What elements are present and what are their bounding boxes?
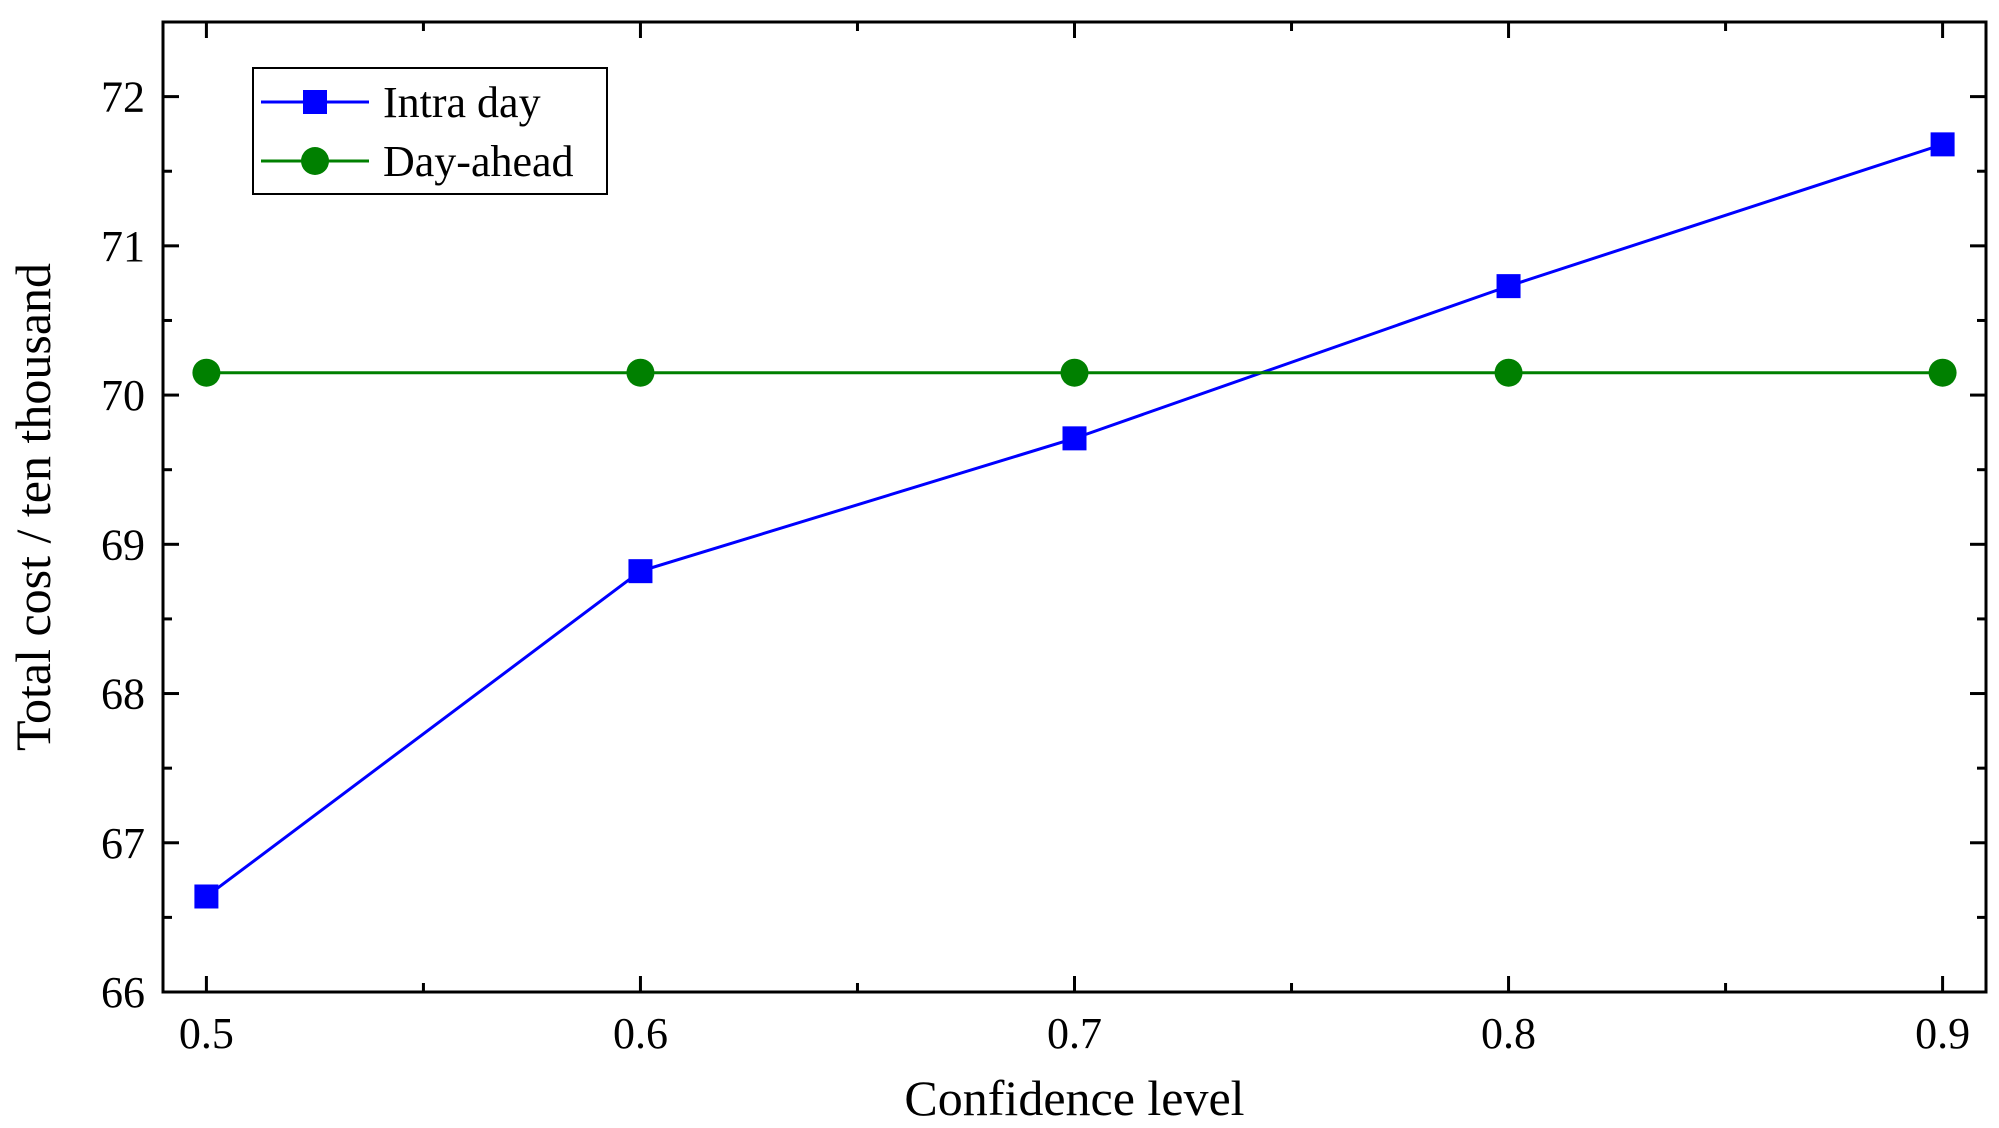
legend-label-intra-day: Intra day xyxy=(383,78,541,127)
data-point-intra-day xyxy=(628,559,653,584)
x-tick-label: 0.8 xyxy=(1481,1009,1536,1058)
x-tick-label: 0.6 xyxy=(613,1009,668,1058)
data-point-day-ahead xyxy=(1494,358,1523,387)
data-point-day-ahead xyxy=(1060,358,1089,387)
y-tick-label: 66 xyxy=(101,968,145,1017)
legend-entry-intra-day: Intra day xyxy=(261,78,541,127)
data-point-intra-day xyxy=(1930,132,1955,157)
data-point-intra-day xyxy=(194,884,219,909)
data-point-intra-day xyxy=(1062,426,1087,451)
legend-marker-circle xyxy=(301,147,329,175)
x-tick-label: 0.9 xyxy=(1915,1009,1970,1058)
data-point-day-ahead xyxy=(192,358,221,387)
legend: Intra day Day-ahead xyxy=(252,67,608,195)
data-point-day-ahead xyxy=(1928,358,1957,387)
y-tick-label: 70 xyxy=(101,371,145,420)
series-line-intra-day xyxy=(205,142,1944,898)
x-tick-label: 0.7 xyxy=(1047,1009,1102,1058)
y-tick-label: 71 xyxy=(101,222,145,271)
data-point-intra-day xyxy=(1496,274,1521,299)
y-axis-title: Total cost / ten thousand xyxy=(5,263,61,751)
legend-entry-day-ahead: Day-ahead xyxy=(261,137,574,186)
x-axis-title: Confidence level xyxy=(904,1070,1244,1126)
y-tick-label: 69 xyxy=(101,520,145,569)
y-tick-label: 68 xyxy=(101,670,145,719)
data-point-day-ahead xyxy=(626,358,655,387)
axis-labels: Confidence level Total cost / ten thousa… xyxy=(5,263,1245,1126)
data-series xyxy=(192,132,1957,909)
legend-marker-square xyxy=(303,90,327,114)
legend-label-day-ahead: Day-ahead xyxy=(383,137,574,186)
y-tick-label: 72 xyxy=(101,73,145,122)
x-tick-label: 0.5 xyxy=(179,1009,234,1058)
axis-ticks: 66 67 68 69 70 71 72 0.5 0.6 0.7 0.8 0.9 xyxy=(101,22,1986,1058)
y-tick-label: 67 xyxy=(101,819,145,868)
